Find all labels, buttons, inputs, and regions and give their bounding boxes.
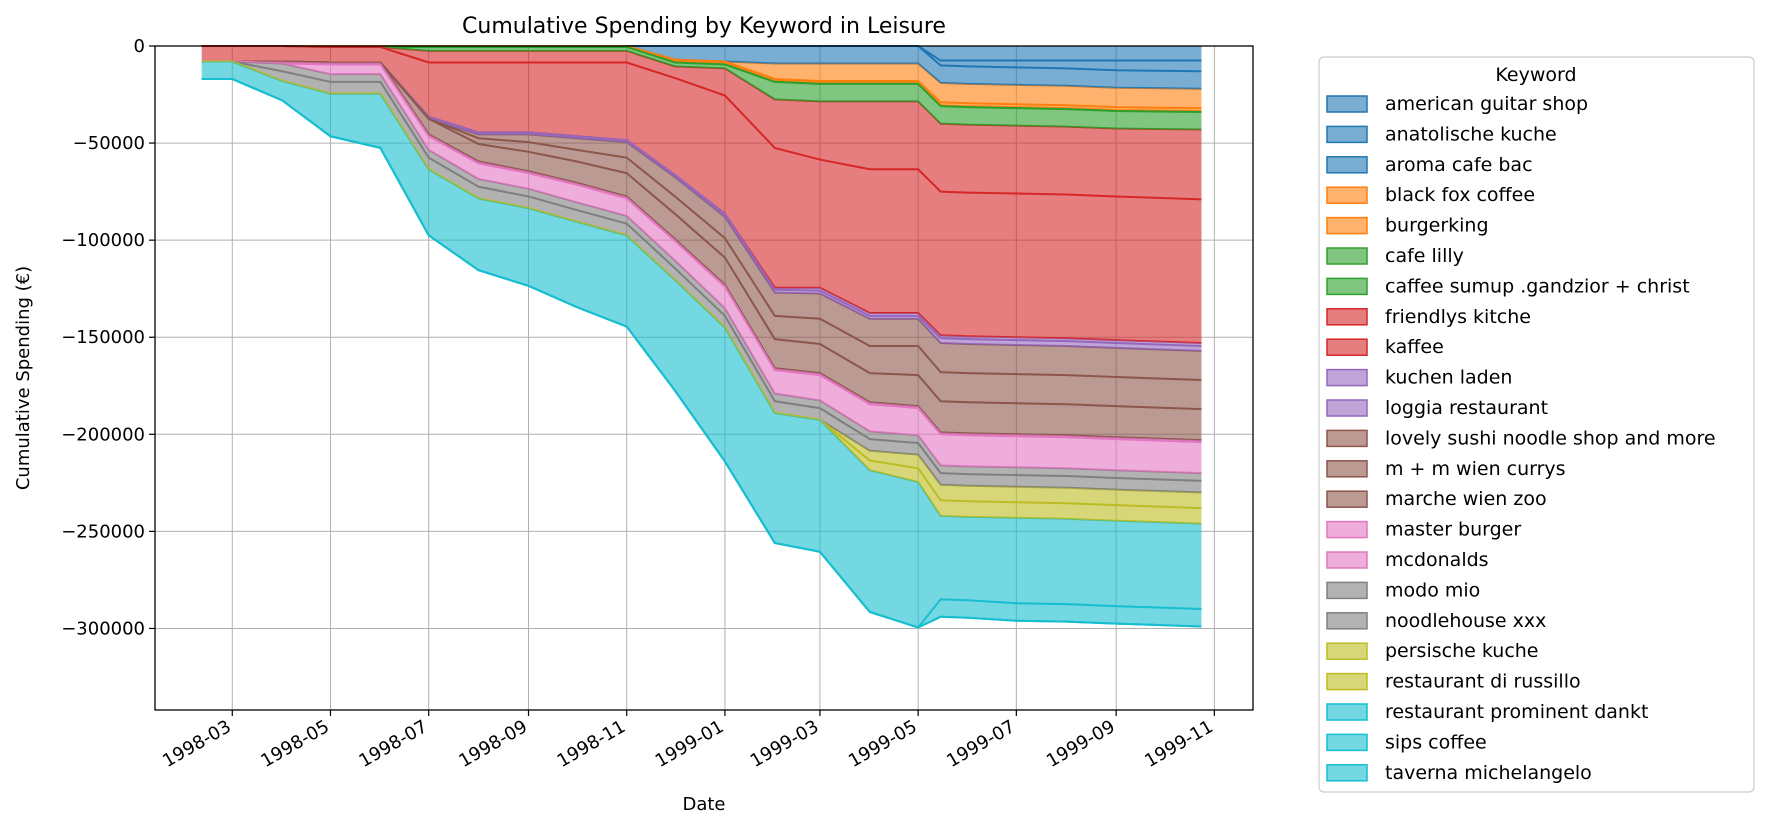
area-marche-wien-zoo (201, 61, 1202, 441)
y-tick-label: −50000 (73, 133, 145, 154)
x-axis-label: Date (682, 794, 725, 815)
legend-item-label: marche wien zoo (1385, 488, 1547, 510)
legend-swatch (1326, 186, 1368, 204)
line-modo-mio (201, 60, 1202, 482)
area-black-fox-coffee (201, 46, 1202, 109)
legend-swatch (1326, 764, 1368, 782)
legend-swatch (1326, 551, 1368, 569)
legend-item-label: restaurant di russillo (1385, 671, 1581, 693)
legend-swatch (1326, 156, 1368, 174)
legend-item-label: anatolische kuche (1385, 123, 1557, 145)
legend-swatch (1326, 642, 1368, 660)
legend-swatch (1326, 308, 1368, 326)
legend-item-label: lovely sushi noodle shop and more (1385, 427, 1716, 449)
legend-item-label: aroma cafe bac (1385, 154, 1533, 176)
legend-item-label: restaurant prominent dankt (1385, 701, 1648, 723)
legend-item-label: m + m wien currys (1385, 458, 1566, 480)
legend-swatch (1326, 368, 1368, 387)
legend-item-label: burgerking (1385, 215, 1489, 237)
legend-swatch (1326, 490, 1368, 508)
legend-swatch (1326, 95, 1368, 113)
legend-item-label: mcdonalds (1385, 549, 1489, 571)
y-tick-label: −150000 (61, 327, 145, 348)
y-tick-label: −200000 (61, 424, 145, 445)
area-lovely-sushi-noodle-shop-and-more (201, 61, 1202, 380)
legend-item-label: loggia restaurant (1385, 397, 1548, 419)
legend-swatch (1326, 672, 1368, 691)
area-caffee-sumup-gandzior-christ (201, 46, 1202, 130)
area-aroma-cafe-bac (201, 46, 1202, 89)
legend-title: Keyword (1495, 64, 1576, 86)
chart-title: Cumulative Spending by Keyword in Leisur… (462, 14, 946, 39)
legend-swatch (1326, 612, 1368, 630)
y-tick-label: −100000 (61, 230, 145, 251)
legend-item-label: modo mio (1385, 579, 1480, 601)
area-modo-mio (201, 61, 1202, 481)
legend-item-label: noodlehouse xxx (1385, 610, 1546, 632)
legend-swatch (1326, 216, 1368, 235)
plot-frame (154, 45, 1254, 711)
legend-swatch (1326, 460, 1368, 478)
legend-swatch (1326, 247, 1368, 265)
legend-swatch (1326, 703, 1368, 721)
legend-item-label: taverna michelangelo (1385, 762, 1592, 784)
legend-swatch (1326, 733, 1368, 752)
line-mcdonalds (201, 60, 1202, 475)
y-axis-label: Cumulative Spending (€) (13, 266, 34, 490)
legend-item-label: caffee sumup .gandzior + christ (1385, 275, 1690, 297)
area-restaurant-prominent-dankt (201, 61, 1202, 628)
y-tick-label: 0 (134, 36, 145, 57)
legend-item-label: master burger (1385, 519, 1521, 541)
area-m-m-wien-currys (201, 61, 1202, 410)
y-tick-label: −250000 (61, 521, 145, 542)
area-american-guitar-shop (201, 46, 1202, 61)
y-tick-label: −300000 (61, 618, 145, 639)
legend-swatch (1326, 520, 1368, 539)
legend-swatch (1326, 125, 1368, 144)
legend-swatch (1326, 277, 1368, 296)
legend-item-label: kuchen laden (1385, 367, 1512, 389)
legend-swatch (1326, 338, 1368, 356)
legend-swatch (1326, 429, 1368, 448)
legend-item-label: friendlys kitche (1385, 306, 1531, 328)
line-marche-wien-zoo (201, 60, 1202, 442)
area-mcdonalds (201, 61, 1202, 474)
line-taverna-michelangelo (201, 78, 1202, 629)
legend-item-label: sips coffee (1385, 731, 1487, 753)
legend-item-label: kaffee (1385, 336, 1444, 358)
area-friendlys-kitche (201, 46, 1202, 200)
legend-item-label: american guitar shop (1385, 93, 1588, 115)
legend-swatch (1326, 581, 1368, 600)
legend-frame (1318, 56, 1755, 793)
legend: Keyword american guitar shop anatolische … (1318, 56, 1755, 793)
legend-item-label: black fox coffee (1385, 184, 1535, 206)
legend-swatch (1326, 399, 1368, 417)
legend-item-label: cafe lilly (1385, 245, 1464, 267)
legend-item-label: persische kuche (1385, 640, 1539, 662)
